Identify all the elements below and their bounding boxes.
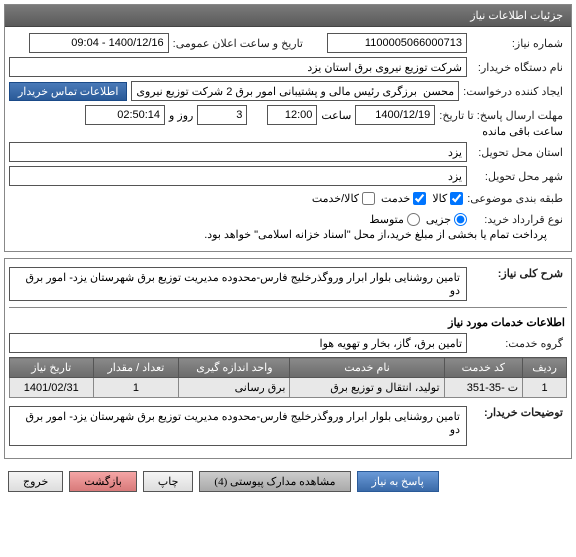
- panel-title: جزئیات اطلاعات نیاز: [5, 5, 571, 27]
- print-button[interactable]: چاپ: [143, 471, 194, 492]
- buyer-notes-label: توضیحات خریدار:: [467, 404, 567, 421]
- buyer-org-label: نام دستگاه خریدار:: [467, 59, 567, 76]
- payment-note: پرداخت تمام یا بخشی از مبلغ خرید،از محل …: [204, 228, 547, 241]
- desc-label: شرح کلی نیاز:: [467, 265, 567, 282]
- need-desc-panel: شرح کلی نیاز: تامین روشنایی بلوار ابرار …: [4, 258, 572, 459]
- contract-type-label: نوع قرارداد خرید:: [467, 211, 567, 228]
- buyer-org-field[interactable]: [9, 57, 467, 77]
- delivery-province-field[interactable]: [9, 142, 467, 162]
- rb-partial[interactable]: جزیی: [426, 213, 467, 226]
- service-group-field[interactable]: [9, 333, 467, 353]
- days-field[interactable]: [197, 105, 247, 125]
- deadline-time-field[interactable]: [267, 105, 317, 125]
- remain-time-field[interactable]: [85, 105, 165, 125]
- chk-kala[interactable]: کالا: [432, 192, 463, 205]
- time-label: ساعت: [317, 109, 355, 122]
- subject-type-group: کالا خدمت کالا/خدمت: [312, 192, 463, 205]
- back-button[interactable]: بازگشت: [69, 471, 137, 492]
- services-info-label: اطلاعات خدمات مورد نیاز: [9, 312, 567, 333]
- th-date: تاریخ نیاز: [10, 358, 94, 378]
- chk-khedmat[interactable]: خدمت: [381, 192, 426, 205]
- need-details-panel: جزئیات اطلاعات نیاز شماره نیاز: تاریخ و …: [4, 4, 572, 252]
- td-unit: برق رسانی: [179, 378, 290, 398]
- requester-label: ایجاد کننده درخواست:: [459, 83, 567, 100]
- td-date: 1401/02/31: [10, 378, 94, 398]
- table-header-row: ردیف کد خدمت نام خدمت واحد اندازه گیری ت…: [10, 358, 567, 378]
- td-name: تولید، انتقال و توزیع برق: [290, 378, 444, 398]
- attachments-button[interactable]: مشاهده مدارک پیوستی (4): [199, 471, 350, 492]
- deadline-label: مهلت ارسال پاسخ: تا تاریخ:: [435, 107, 567, 124]
- service-group-label: گروه خدمت:: [467, 335, 567, 352]
- button-bar: پاسخ به نیاز مشاهده مدارک پیوستی (4) چاپ…: [4, 465, 572, 498]
- chk-kala-khedmat[interactable]: کالا/خدمت: [312, 192, 375, 205]
- need-no-label: شماره نیاز:: [467, 35, 567, 52]
- panel-body: شماره نیاز: تاریخ و ساعت اعلان عمومی: نا…: [5, 27, 571, 251]
- th-qty: تعداد / مقدار: [93, 358, 179, 378]
- reply-button[interactable]: پاسخ به نیاز: [357, 471, 439, 492]
- requester-field[interactable]: [131, 81, 459, 101]
- services-table: ردیف کد خدمت نام خدمت واحد اندازه گیری ت…: [9, 357, 567, 398]
- contract-type-group: جزیی متوسط: [369, 213, 467, 226]
- td-code: ت -35-351: [444, 378, 523, 398]
- contact-buyer-button[interactable]: اطلاعات تماس خریدار: [9, 82, 127, 101]
- td-qty: 1: [93, 378, 179, 398]
- th-code: کد خدمت: [444, 358, 523, 378]
- subject-type-label: طبقه بندی موضوعی:: [463, 190, 567, 207]
- td-row: 1: [523, 378, 567, 398]
- deadline-date-field[interactable]: [355, 105, 435, 125]
- exit-button[interactable]: خروج: [8, 471, 63, 492]
- th-name: نام خدمت: [290, 358, 444, 378]
- announce-label: تاریخ و ساعت اعلان عمومی:: [169, 35, 307, 52]
- th-row: ردیف: [523, 358, 567, 378]
- th-unit: واحد اندازه گیری: [179, 358, 290, 378]
- announce-field[interactable]: [29, 33, 169, 53]
- remain-label: ساعت باقی مانده: [478, 125, 567, 138]
- days-label: روز و: [165, 109, 197, 122]
- delivery-province-label: استان محل تحویل:: [467, 144, 567, 161]
- buyer-notes-box: تامین روشنایی بلوار ابرار وروگذرخلیج فار…: [9, 406, 467, 446]
- rb-medium[interactable]: متوسط: [369, 213, 420, 226]
- need-no-field[interactable]: [327, 33, 467, 53]
- delivery-city-label: شهر محل تحویل:: [467, 168, 567, 185]
- delivery-city-field[interactable]: [9, 166, 467, 186]
- desc-box: تامین روشنایی بلوار ابرار وروگذرخلیج فار…: [9, 267, 467, 301]
- table-row[interactable]: 1 ت -35-351 تولید، انتقال و توزیع برق بر…: [10, 378, 567, 398]
